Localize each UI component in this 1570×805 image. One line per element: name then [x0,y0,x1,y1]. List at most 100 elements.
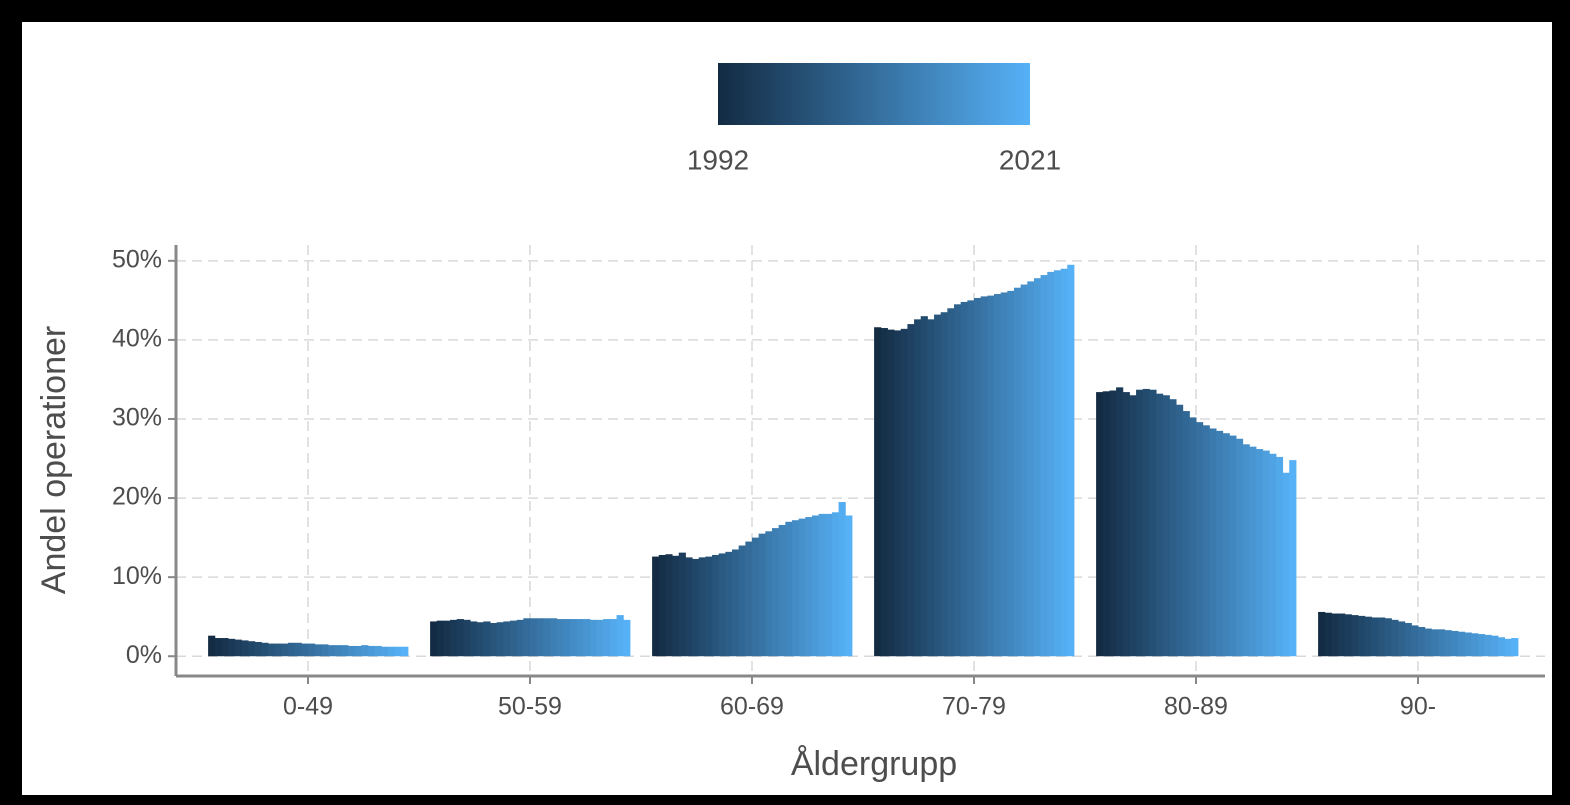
bar [609,619,618,657]
bar [463,619,471,657]
bar [523,618,531,657]
bar [490,623,498,657]
bar [1196,422,1204,657]
bar [1229,435,1237,657]
bar [1242,444,1250,657]
bar [1318,611,1326,657]
bar [947,308,955,657]
bar [308,643,316,657]
bar [1338,613,1346,657]
bar [367,645,376,657]
bar [940,312,948,657]
bar [658,555,666,657]
bar [327,645,336,657]
bar [1202,425,1210,657]
bar [1020,284,1028,657]
bar [745,541,753,657]
bar [436,620,444,657]
bar [1269,453,1277,657]
bar [1437,629,1446,657]
bar [394,646,402,657]
bar [1471,633,1479,657]
bar [228,638,236,657]
bar [221,638,229,657]
bar [798,518,806,657]
bar [1156,393,1164,657]
bar [301,643,309,657]
bar [596,619,604,657]
bar [1142,388,1150,657]
bar [967,300,975,657]
bar [1047,271,1055,657]
bar [430,621,438,657]
colorbar-min-label: 1992 [687,144,749,175]
bar [483,621,491,657]
bar [516,619,524,657]
bar [880,328,888,657]
bar [1235,438,1244,657]
bar [712,555,720,657]
bar [334,645,342,657]
bar [692,558,700,657]
bar [838,502,846,657]
bar [387,646,396,657]
bar [831,512,840,657]
bar [1033,278,1042,657]
bar [208,635,216,657]
bar [894,330,902,657]
bar [450,619,458,657]
bar [1424,628,1432,657]
bar [1391,619,1399,657]
bar [1182,411,1190,657]
bar [1351,615,1359,657]
bar [738,545,746,657]
bar [1418,626,1426,657]
bar [1053,270,1062,657]
bar [1096,392,1104,657]
y-tick-label: 50% [112,245,162,273]
bar [1067,264,1075,657]
bar [1491,635,1499,657]
bar [1209,428,1217,657]
bar [1040,275,1048,657]
bar [536,618,544,657]
x-tick-label: 0-49 [283,693,333,721]
bar [254,641,262,657]
bar [401,646,409,657]
bar [1484,634,1492,657]
bar [1222,433,1230,657]
x-axis-title: Åldergrupp [791,745,957,783]
bar [294,642,302,657]
bar [960,301,968,657]
bar [1129,395,1137,657]
bar [1378,617,1386,657]
bar [1060,268,1068,657]
bar [993,294,1002,657]
bar [1451,630,1459,657]
bar [1457,631,1466,657]
bar [443,620,451,657]
bar [900,328,908,657]
bar [874,327,882,657]
y-tick-label: 0% [126,641,162,669]
bar [347,645,356,657]
bar [589,619,598,657]
bar [321,644,329,657]
bar [549,618,558,657]
bar [248,641,256,657]
bar [758,533,766,657]
colorbar [718,63,1030,125]
bar [1371,617,1379,657]
bar [778,524,786,657]
y-axis-title: Andel operationer [35,326,73,594]
bar [543,618,551,657]
bar [268,643,276,657]
bar [1102,391,1110,657]
bar [811,515,820,657]
bar [678,552,686,657]
bar [1013,287,1022,657]
bar [341,645,349,657]
bar [934,314,942,657]
bar [718,553,726,657]
